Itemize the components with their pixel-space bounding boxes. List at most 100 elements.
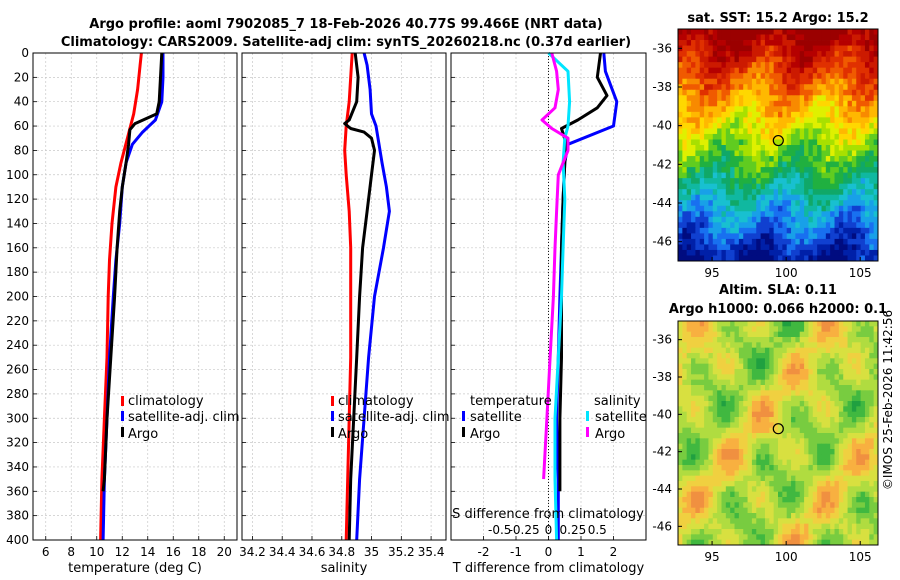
map-cell xyxy=(791,395,796,402)
map-cell xyxy=(756,438,762,445)
map-cell xyxy=(764,422,770,429)
map-cell xyxy=(712,443,718,450)
map-cell xyxy=(804,518,809,525)
lat-tick-label: -44 xyxy=(652,196,672,210)
map-cell xyxy=(817,465,822,471)
map-cell xyxy=(804,133,809,140)
map-cell xyxy=(699,78,705,85)
map-cell xyxy=(769,358,775,365)
map-cell xyxy=(817,326,822,333)
map-cell xyxy=(699,194,705,201)
map-cell xyxy=(686,249,692,256)
map-cell xyxy=(686,417,692,423)
map-cell xyxy=(691,56,696,63)
map-cell xyxy=(717,122,722,129)
map-cell xyxy=(691,353,696,359)
map-cell xyxy=(743,73,748,80)
map-cell xyxy=(864,513,870,519)
map-cell xyxy=(769,62,775,69)
map-cell xyxy=(734,45,740,52)
map-cell xyxy=(751,358,757,365)
map-cell xyxy=(786,337,792,343)
map-cell xyxy=(708,321,714,327)
map-cell xyxy=(856,150,862,157)
map-cell xyxy=(773,150,779,157)
depth-tick-label: 180 xyxy=(6,265,29,279)
map-cell xyxy=(821,363,827,370)
map-cell xyxy=(825,133,831,140)
map-cell xyxy=(825,534,831,541)
map-cell xyxy=(743,84,748,91)
map-cell xyxy=(747,406,753,413)
map-cell xyxy=(760,438,766,445)
map-cell xyxy=(791,183,796,190)
map-cell xyxy=(873,331,879,338)
map-cell xyxy=(791,539,796,546)
map-cell xyxy=(812,395,818,402)
map-cell xyxy=(695,497,701,503)
map-cell xyxy=(769,369,775,375)
map-cell xyxy=(795,491,801,498)
map-cell xyxy=(778,51,783,58)
map-cell xyxy=(760,443,766,450)
map-cell xyxy=(856,145,862,151)
map-cell xyxy=(838,465,844,471)
map-cell xyxy=(856,326,862,333)
map-cell xyxy=(804,529,809,535)
map-cell xyxy=(686,238,692,245)
map-cell xyxy=(695,401,701,407)
map-cell xyxy=(773,89,779,96)
map-cell xyxy=(704,502,709,509)
map-cell xyxy=(860,84,866,91)
map-cell xyxy=(812,454,818,461)
map-cell xyxy=(738,95,744,102)
map-cell xyxy=(764,100,770,107)
map-cell xyxy=(708,249,714,256)
map-cell xyxy=(843,56,848,63)
map-cell xyxy=(769,459,775,466)
map-cell xyxy=(717,395,722,402)
map-cell xyxy=(678,78,683,85)
map-cell xyxy=(691,337,696,343)
sla-map-title-line1: Altim. SLA: 0.11 xyxy=(719,283,837,298)
map-cell xyxy=(699,470,705,477)
map-cell xyxy=(725,89,731,96)
map-cell xyxy=(712,233,718,240)
map-cell xyxy=(738,45,744,52)
map-cell xyxy=(691,205,696,212)
map-cell xyxy=(817,374,822,381)
map-cell xyxy=(804,395,809,402)
axes-box xyxy=(241,52,447,541)
map-cell xyxy=(760,491,766,498)
map-cell xyxy=(769,133,775,140)
map-cell xyxy=(743,454,748,461)
map-cell xyxy=(773,331,779,338)
map-cell xyxy=(830,497,835,503)
map-cell xyxy=(851,145,857,151)
map-cell xyxy=(712,145,718,151)
map-cell xyxy=(773,443,779,450)
map-cell xyxy=(799,427,805,434)
map-cell xyxy=(851,491,857,498)
map-cell xyxy=(843,227,848,234)
map-cell xyxy=(730,194,735,201)
map-cell xyxy=(756,459,762,466)
map-cell xyxy=(838,507,844,514)
map-cell xyxy=(769,417,775,423)
map-cell xyxy=(738,233,744,240)
map-cell xyxy=(786,100,792,107)
map-cell xyxy=(795,422,801,429)
map-cell xyxy=(682,374,688,381)
map-cell xyxy=(721,111,727,118)
map-cell xyxy=(769,244,775,251)
map-cell xyxy=(730,433,735,439)
map-cell xyxy=(717,454,722,461)
map-cell xyxy=(708,84,714,91)
map-cell xyxy=(751,438,757,445)
map-cell xyxy=(860,470,866,477)
map-cell xyxy=(712,422,718,429)
map-cell xyxy=(695,438,701,445)
map-cell xyxy=(847,111,853,118)
map-cell xyxy=(764,45,770,52)
map-cell xyxy=(717,433,722,439)
